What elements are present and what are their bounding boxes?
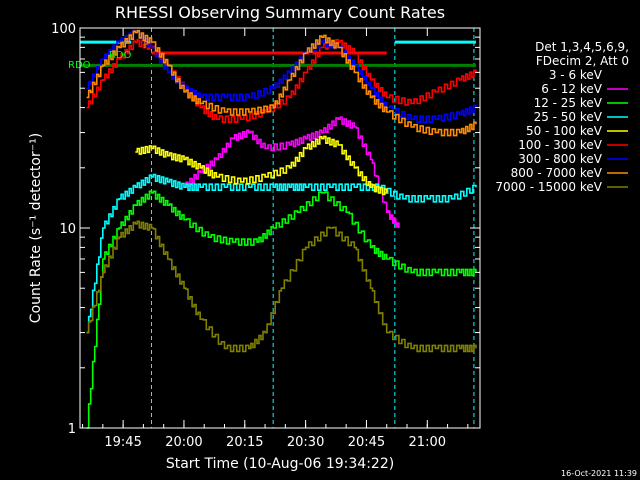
legend-header-line-1: Det 1,3,4,5,6,9, (535, 40, 629, 54)
generated-timestamp: 16-Oct-2021 11:39 (561, 469, 637, 478)
x-tick-label-3: 20:30 (287, 435, 324, 450)
series-line-7 (86, 29, 477, 137)
series-line-3 (86, 173, 477, 334)
legend-label-6: 300 - 800 keV (518, 152, 602, 166)
series-line-1 (184, 116, 400, 228)
legend-label-3: 25 - 50 keV (534, 110, 603, 124)
annotation-0: RDO (68, 60, 91, 71)
legend-label-8: 7000 - 15000 keV (495, 180, 602, 194)
series-line-4 (135, 135, 388, 196)
plot-series: RDO RDO F (68, 28, 477, 432)
annotation-1: RDO (109, 50, 132, 61)
annotation-2: F (143, 40, 149, 51)
legend-label-0: 3 - 6 keV (549, 68, 603, 82)
x-axis-label: Start Time (10-Aug-06 19:34:22) (166, 456, 394, 472)
y-axis-label: Count Rate (s⁻¹ detector⁻¹) (28, 133, 44, 323)
y-tick-label-2: 100 (51, 22, 76, 37)
legend-label-7: 800 - 7000 keV (511, 166, 603, 180)
legend-header-line-2: FDecim 2, Att 0 (536, 54, 629, 68)
x-tick-label-5: 21:00 (409, 435, 446, 450)
x-tick-label-4: 20:45 (348, 435, 385, 450)
series-line-5 (86, 38, 477, 123)
axis-ticks: 19:45 20:00 20:15 20:30 20:45 21:00 1 10 100 (51, 22, 480, 450)
y-tick-label-0: 1 (68, 422, 76, 437)
legend-label-4: 50 - 100 keV (526, 124, 603, 138)
x-tick-label-0: 19:45 (104, 435, 141, 450)
series-line-0 (86, 105, 388, 432)
x-tick-label-1: 20:00 (165, 435, 202, 450)
y-tick-label-1: 10 (59, 222, 76, 237)
chart-title: RHESSI Observing Summary Count Rates (115, 3, 445, 22)
series-line-8 (86, 220, 477, 353)
series-line-2 (86, 190, 477, 429)
legend-label-5: 100 - 300 keV (518, 138, 602, 152)
legend-label-1: 6 - 12 keV (541, 82, 603, 96)
legend-label-2: 12 - 25 keV (534, 96, 603, 110)
x-tick-label-2: 20:15 (226, 435, 263, 450)
